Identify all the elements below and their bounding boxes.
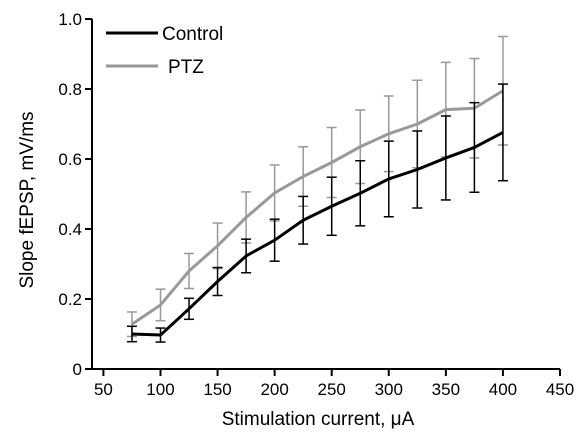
legend: Control PTZ: [106, 24, 223, 78]
x-tick-label: 300: [375, 380, 403, 399]
legend-label-ptz: PTZ: [168, 57, 204, 78]
x-tick-label: 450: [546, 380, 574, 399]
plot-area: [126, 35, 508, 343]
x-tick-label: 200: [260, 380, 288, 399]
y-tick-label: 0.6: [58, 150, 82, 169]
series-line: [131, 89, 504, 326]
x-axis-title: Stimulation current, μA: [222, 409, 415, 430]
x-tick-label: 350: [432, 380, 460, 399]
x-tick-label: 250: [318, 380, 346, 399]
y-tick-label: 0.4: [58, 220, 82, 239]
legend-label-control: Control: [162, 24, 223, 45]
x-tick-label: 50: [94, 380, 113, 399]
x-tick-label: 100: [146, 380, 174, 399]
y-tick-label: 0.2: [58, 290, 82, 309]
ticks: 50 100 150 200 250 300 350 400 450 0 0.2 0.4 0.6 0.8 1…: [58, 10, 574, 399]
y-tick-label: 0: [73, 360, 82, 379]
series-control: [126, 83, 508, 343]
axes: [91, 19, 560, 370]
series-ptz: [126, 35, 508, 338]
series-line: [131, 131, 504, 337]
x-tick-label: 150: [203, 380, 231, 399]
x-tick-label: 400: [489, 380, 517, 399]
y-tick-label: 0.8: [58, 80, 82, 99]
y-axis-title: Slope fEPSP, mV/ms: [17, 111, 38, 288]
y-tick-label: 1.0: [58, 10, 82, 29]
